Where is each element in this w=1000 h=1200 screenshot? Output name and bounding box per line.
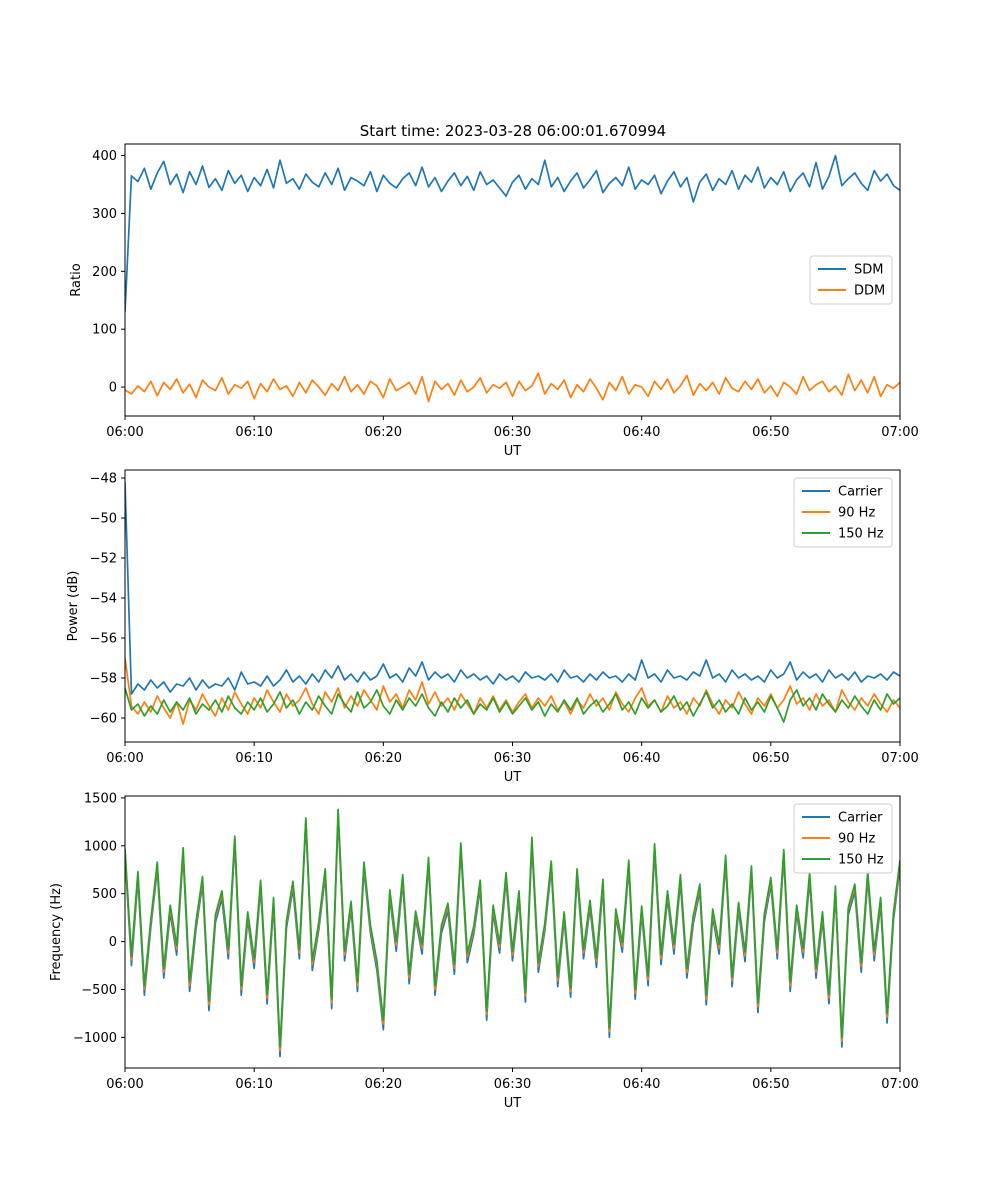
legend-label: Carrier <box>838 485 883 500</box>
legend-label: 90 Hz <box>838 506 875 521</box>
x-tick-label: 06:20 <box>365 1077 402 1092</box>
x-tick-label: 06:00 <box>106 425 143 440</box>
x-tick-label: 07:00 <box>881 751 918 766</box>
legend-label: 90 Hz <box>838 832 875 847</box>
x-tick-label: 06:10 <box>235 1077 272 1092</box>
x-axis-label: UT <box>504 444 522 459</box>
y-tick-label: −1000 <box>73 1031 117 1046</box>
x-tick-label: 06:30 <box>494 751 531 766</box>
subplot-2: 06:00 06:10 06:20 06:30 06:40 06:50 07:00 −60 −5… <box>66 469 919 785</box>
series-line-2-2 <box>125 657 900 725</box>
subplot-1: 06:00 06:10 06:20 06:30 06:40 06:50 07:00 0 100 2… <box>69 143 919 459</box>
x-tick-label: 06:10 <box>235 425 272 440</box>
x-tick-label: 06:30 <box>494 425 531 440</box>
y-tick-label: 0 <box>109 381 117 396</box>
x-tick-label: 06:40 <box>623 751 660 766</box>
y-tick-label: 200 <box>92 265 117 280</box>
x-tick-label: 06:50 <box>752 751 789 766</box>
x-axis-label: UT <box>504 770 522 785</box>
y-tick-label: 400 <box>92 149 117 164</box>
y-tick-label: −500 <box>81 983 117 998</box>
y-tick-label: 1000 <box>84 839 117 854</box>
y-tick-label: −52 <box>90 552 117 567</box>
y-tick-label: 500 <box>92 887 117 902</box>
y-tick-label: −48 <box>90 472 117 487</box>
x-tick-label: 06:50 <box>752 1077 789 1092</box>
y-tick-label: 1500 <box>84 791 117 806</box>
legend-label: 150 Hz <box>838 853 884 868</box>
figure-title: Start time: 2023-03-28 06:00:01.670994 <box>360 122 666 140</box>
x-tick-label: 06:00 <box>106 1077 143 1092</box>
x-tick-label: 06:10 <box>235 751 272 766</box>
y-tick-label: −54 <box>90 592 117 607</box>
legend-box <box>793 803 893 874</box>
legend: SDM DDM <box>809 255 893 305</box>
x-axis-label: UT <box>504 1096 522 1111</box>
subplot-3: 06:00 06:10 06:20 06:30 06:40 06:50 07:00 −1000… <box>49 791 919 1111</box>
y-axis-label: Ratio <box>69 263 84 296</box>
series-line-1-2 <box>125 372 900 403</box>
series-line-2-1 <box>125 481 900 695</box>
y-tick-label: −50 <box>90 512 117 527</box>
y-tick-label: 100 <box>92 323 117 338</box>
y-tick-label: −56 <box>90 632 117 647</box>
x-tick-label: 06:40 <box>623 1077 660 1092</box>
series-line-3-3 <box>125 808 900 1048</box>
y-tick-label: 0 <box>109 935 117 950</box>
x-tick-label: 06:30 <box>494 1077 531 1092</box>
legend: Carrier 90 Hz 150 Hz <box>793 477 893 548</box>
x-tick-label: 06:40 <box>623 425 660 440</box>
y-tick-label: −60 <box>90 712 117 727</box>
series-line-2-3 <box>125 687 900 723</box>
x-tick-label: 06:20 <box>365 751 402 766</box>
legend-box <box>793 477 893 548</box>
y-axis-label: Power (dB) <box>66 571 81 642</box>
y-tick-label: −58 <box>90 672 117 687</box>
legend: Carrier 90 Hz 150 Hz <box>793 803 893 874</box>
legend-label: 150 Hz <box>838 527 884 542</box>
x-tick-label: 06:00 <box>106 751 143 766</box>
x-tick-label: 07:00 <box>881 425 918 440</box>
x-tick-label: 06:20 <box>365 425 402 440</box>
legend-label: Carrier <box>838 811 883 826</box>
y-axis-label: Frequency (Hz) <box>49 883 64 981</box>
series-line-1-1 <box>125 154 900 312</box>
legend-label: DDM <box>854 284 885 299</box>
x-tick-label: 07:00 <box>881 1077 918 1092</box>
x-tick-label: 06:50 <box>752 425 789 440</box>
legend-label: SDM <box>854 263 883 278</box>
y-tick-label: 300 <box>92 207 117 222</box>
subplots: 06:00 06:10 06:20 06:30 06:40 06:50 07:00 0 100 2… <box>49 143 919 1111</box>
